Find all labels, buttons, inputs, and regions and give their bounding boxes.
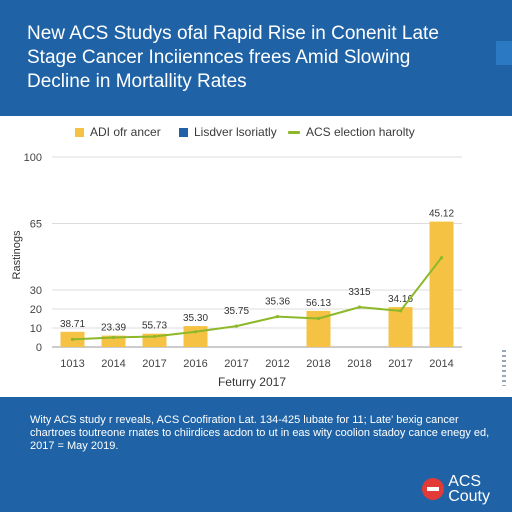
bar-line-chart: Rastinogs Feturry 2017 0 10 20 30 65 100 1013 2… [11,152,462,389]
y-tick-label: 100 [24,152,42,164]
bar [429,221,454,347]
x-tick-label: 2018 [306,358,330,370]
bar-data-label: 56.13 [306,298,331,309]
chart-legend: ADI ofr ancer Lisdver lsoriatly ACS elec… [0,125,512,141]
bar [101,335,126,347]
line-point [439,256,444,260]
x-tick-label: 2014 [101,358,125,370]
x-tick-label: 2014 [429,358,453,370]
bar-data-label: 55.73 [142,321,167,332]
line-data-label: 35.36 [265,297,290,308]
line-point [275,315,280,319]
legend-item-bar-yellow: ADI ofr ancer [75,125,161,139]
header-accent-strip [496,41,512,65]
x-tick-label: 2012 [265,358,289,370]
brand-line-2: Couty [448,488,490,505]
bar [183,326,208,347]
footnote-text: Wity ACS study r reveals, ACS Coofiratio… [30,414,490,452]
legend-label: ACS election harolty [306,125,415,139]
brand-line-1: ACS [448,473,482,490]
line-point [152,334,157,339]
brand-wordmark: ACS Couty [448,473,490,505]
line-point [234,324,239,328]
series-line [72,257,443,341]
y-tick-label: 0 [36,342,42,354]
legend-swatch [75,127,84,137]
y-tick-label: 10 [30,323,42,335]
footer-banner: Wity ACS study r reveals, ACS Coofiratio… [0,397,512,512]
bar-data-label: 35.30 [183,313,208,324]
bar-data-label: 34.16 [388,294,413,305]
x-tick-label: 2017 [224,358,248,370]
line-point [193,330,198,334]
x-tick-label: 2017 [142,358,166,370]
y-axis-title: Rastinogs [11,230,23,279]
bar [388,307,413,347]
line-point [111,335,116,340]
bar-data-label: 38.71 [60,319,85,330]
legend-label: Lisdver lsoriatly [194,125,277,139]
x-tick-label: 2016 [183,358,207,370]
brand-logo: ACS Couty [422,473,490,505]
x-tick-label: 2018 [347,358,371,370]
legend-swatch [179,127,188,137]
x-tick-label: 2017 [388,358,412,370]
x-axis-title: Feturry 2017 [218,375,286,389]
line-data-label: 35.75 [224,306,249,317]
line-point [398,309,403,313]
bar-data-label: 45.12 [429,209,454,220]
page-title: New ACS Studys ofal Rapid Rise in Coneni… [27,23,439,92]
line-point [70,337,75,341]
brand-mark-icon [422,478,445,500]
y-tick-label: 20 [30,304,42,316]
legend-label: ADI ofr ancer [90,125,161,139]
line-data-label: 3315 [348,287,371,298]
line-point [316,316,321,321]
y-tick-label: 65 [30,219,42,231]
x-tick-label: 1013 [60,358,84,370]
scroll-indicator [502,350,506,386]
bar-data-label: 23.39 [101,323,126,334]
y-tick-label: 30 [30,285,42,297]
legend-line-swatch [288,130,300,134]
legend-item-line-green: ACS election harolty [288,125,415,139]
legend-item-bar-blue: Lisdver lsoriatly [179,125,277,139]
line-point [357,305,362,309]
header-banner: New ACS Studys ofal Rapid Rise in Coneni… [0,0,512,116]
